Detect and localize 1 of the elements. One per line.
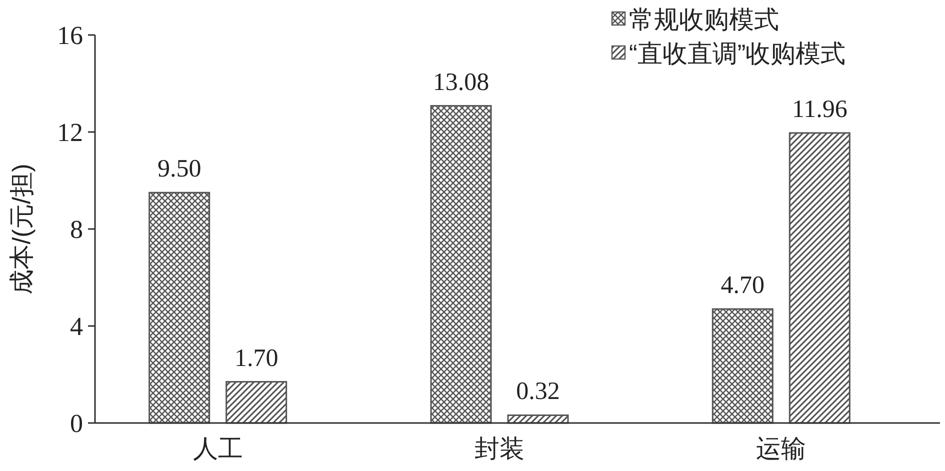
ylabel: 成本/(元/担) — [8, 164, 36, 294]
